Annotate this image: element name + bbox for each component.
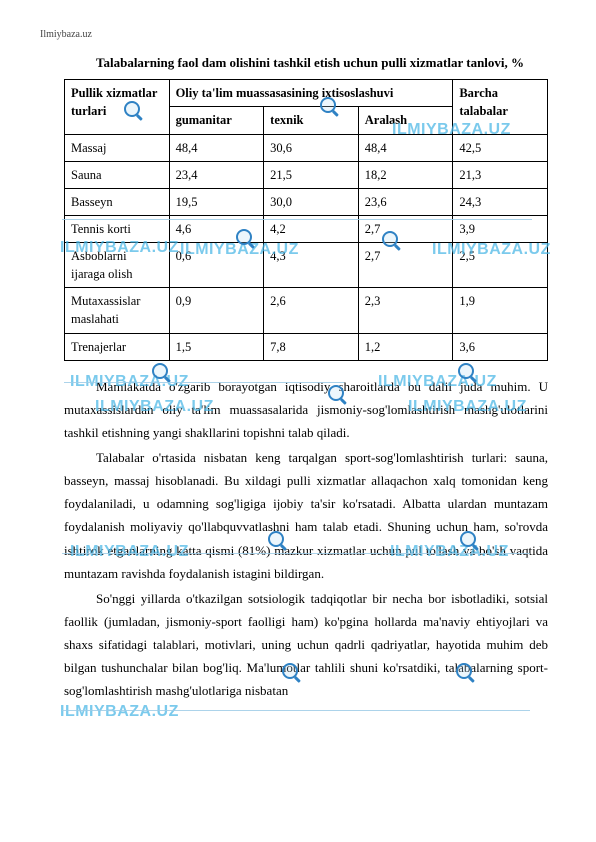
cell-name: Tennis korti: [65, 215, 170, 242]
subcol-mixed: Aralash: [358, 107, 453, 134]
col-all-students: Barcha talabalar: [453, 80, 548, 134]
cell-val: 1,9: [453, 288, 548, 333]
table-body: Massaj 48,4 30,6 48,4 42,5 Sauna 23,4 21…: [65, 134, 548, 360]
cell-val: 4,2: [264, 215, 359, 242]
cell-name: Asboblarni ijaraga olish: [65, 243, 170, 288]
cell-name: Massaj: [65, 134, 170, 161]
subcol-humanitarian: gumanitar: [169, 107, 264, 134]
cell-val: 23,4: [169, 161, 264, 188]
cell-val: 2,3: [358, 288, 453, 333]
cell-val: 48,4: [358, 134, 453, 161]
site-header: Ilmiybaza.uz: [40, 28, 548, 43]
body-paragraph-1: Mamlakatda o'zgarib borayotgan iqtisodiy…: [64, 375, 548, 444]
cell-val: 3,9: [453, 215, 548, 242]
cell-val: 2,7: [358, 243, 453, 288]
cell-val: 0,6: [169, 243, 264, 288]
col-services: Pullik xizmatlar turlari: [65, 80, 170, 134]
table-row: Trenajerlar 1,5 7,8 1,2 3,6: [65, 333, 548, 360]
data-table: Pullik xizmatlar turlari Oliy ta'lim mua…: [64, 79, 548, 360]
cell-val: 1,5: [169, 333, 264, 360]
watermark-text: ILMIYBAZA.UZ: [60, 700, 179, 723]
cell-val: 2,7: [358, 215, 453, 242]
table-row: Mutaxassislar maslahati 0,9 2,6 2,3 1,9: [65, 288, 548, 333]
cell-name: Mutaxassislar maslahati: [65, 288, 170, 333]
cell-val: 21,5: [264, 161, 359, 188]
body-paragraph-3: So'nggi yillarda o'tkazilgan sotsiologik…: [64, 587, 548, 703]
table-row: Basseyn 19,5 30,0 23,6 24,3: [65, 188, 548, 215]
table-row: Asboblarni ijaraga olish 0,6 4,3 2,7 2,5: [65, 243, 548, 288]
cell-val: 19,5: [169, 188, 264, 215]
cell-val: 18,2: [358, 161, 453, 188]
cell-val: 48,4: [169, 134, 264, 161]
cell-val: 2,5: [453, 243, 548, 288]
cell-val: 42,5: [453, 134, 548, 161]
cell-val: 24,3: [453, 188, 548, 215]
table-row: Sauna 23,4 21,5 18,2 21,3: [65, 161, 548, 188]
cell-val: 30,0: [264, 188, 359, 215]
cell-val: 7,8: [264, 333, 359, 360]
table-row: Massaj 48,4 30,6 48,4 42,5: [65, 134, 548, 161]
col-group-specialization: Oliy ta'lim muassasasining ixtisoslashuv…: [169, 80, 453, 107]
overlay-line: [62, 710, 530, 711]
cell-val: 30,6: [264, 134, 359, 161]
table-head-row-1: Pullik xizmatlar turlari Oliy ta'lim mua…: [65, 80, 548, 107]
cell-name: Sauna: [65, 161, 170, 188]
cell-val: 0,9: [169, 288, 264, 333]
cell-name: Trenajerlar: [65, 333, 170, 360]
subcol-technical: texnik: [264, 107, 359, 134]
cell-val: 1,2: [358, 333, 453, 360]
cell-val: 4,6: [169, 215, 264, 242]
cell-val: 3,6: [453, 333, 548, 360]
cell-val: 21,3: [453, 161, 548, 188]
cell-val: 23,6: [358, 188, 453, 215]
table-row: Tennis korti 4,6 4,2 2,7 3,9: [65, 215, 548, 242]
page-title: Talabalarning faol dam olishini tashkil …: [64, 53, 548, 74]
cell-val: 4,3: [264, 243, 359, 288]
cell-val: 2,6: [264, 288, 359, 333]
cell-name: Basseyn: [65, 188, 170, 215]
body-paragraph-2: Talabalar o'rtasida nisbatan keng tarqal…: [64, 446, 548, 585]
